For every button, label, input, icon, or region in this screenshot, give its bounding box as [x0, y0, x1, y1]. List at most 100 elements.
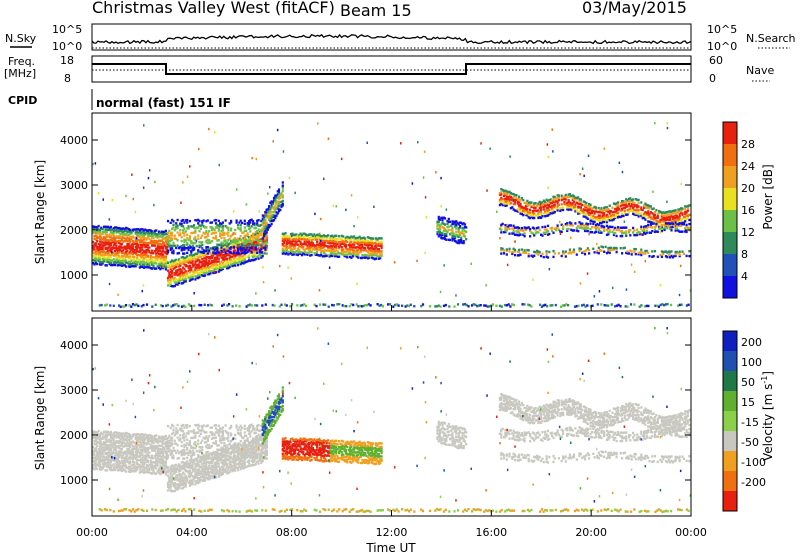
power-cell — [498, 203, 501, 207]
power-cell — [529, 201, 532, 204]
power-cell — [146, 236, 150, 239]
power-cell — [350, 252, 353, 256]
power-colorbar-swatch — [723, 122, 737, 144]
power-cell — [600, 211, 603, 214]
power-cell — [615, 228, 618, 232]
power-cell — [198, 244, 201, 247]
power-cell — [140, 256, 143, 259]
power-cell — [621, 170, 624, 174]
power-cell — [577, 212, 580, 215]
power-cell — [182, 244, 185, 247]
power-cell — [270, 211, 273, 214]
power-cell — [294, 240, 297, 243]
power-cell — [641, 251, 644, 254]
power-cell — [531, 204, 534, 208]
power-cell — [119, 305, 122, 308]
power-cell — [333, 234, 336, 238]
power-cell — [458, 225, 462, 228]
power-cell — [535, 204, 539, 207]
power-cell — [208, 230, 211, 233]
power-cell — [104, 230, 107, 233]
power-cell — [180, 260, 183, 263]
power-cell — [144, 253, 147, 256]
power-y-tick-label: 2000 — [60, 224, 88, 237]
power-cell — [194, 262, 197, 265]
power-cell — [529, 216, 532, 220]
power-cell — [354, 241, 357, 244]
power-cell — [671, 225, 674, 229]
power-cell — [175, 303, 178, 306]
power-cell — [261, 235, 264, 238]
power-cell — [641, 229, 644, 233]
power-cell — [640, 225, 643, 228]
power-cell — [247, 224, 251, 228]
velocity-cell — [137, 433, 140, 436]
velocity-cell — [160, 441, 163, 444]
power-cell — [589, 222, 592, 225]
power-cell — [208, 249, 211, 253]
power-cell — [518, 195, 521, 198]
power-cell — [245, 305, 248, 308]
power-cell — [562, 227, 565, 230]
velocity-cell — [120, 469, 123, 472]
power-cell — [123, 252, 126, 255]
velocity-cell — [115, 453, 118, 456]
power-cell — [501, 247, 504, 251]
power-cell — [98, 255, 102, 258]
power-cell — [605, 228, 609, 232]
velocity-cell — [127, 433, 130, 436]
power-cell — [565, 303, 568, 306]
power-cell — [685, 205, 688, 208]
power-cell — [534, 214, 537, 217]
power-cell — [205, 260, 208, 264]
velocity-cell — [159, 459, 162, 462]
power-cell — [505, 248, 508, 251]
power-cell — [364, 237, 367, 240]
power-cell — [619, 215, 622, 219]
power-cell — [250, 236, 253, 239]
velocity-cell — [116, 445, 119, 448]
power-cell — [268, 216, 271, 219]
power-cell — [666, 222, 669, 225]
power-cell — [173, 264, 176, 267]
power-cell — [184, 256, 187, 259]
power-cell — [137, 246, 140, 249]
velocity-cell — [144, 458, 147, 461]
power-cell — [285, 252, 288, 255]
power-cell — [555, 228, 558, 232]
power-cell — [664, 226, 668, 230]
power-cell — [601, 218, 604, 221]
velocity-cell — [146, 434, 150, 437]
velocity-cell — [127, 447, 130, 451]
power-cell — [537, 226, 540, 229]
power-cell — [223, 260, 226, 263]
power-cell — [107, 260, 110, 264]
power-cell — [669, 256, 672, 259]
power-cell — [512, 247, 515, 250]
power-cell — [126, 236, 129, 240]
power-cell — [206, 273, 209, 276]
power-cell — [329, 254, 332, 257]
power-cell — [537, 212, 540, 215]
power-cell — [615, 250, 618, 254]
power-cell — [651, 207, 654, 211]
power-cell — [608, 204, 611, 207]
velocity-cell — [126, 441, 129, 445]
power-cell — [540, 213, 543, 216]
power-cell — [608, 251, 611, 255]
power-cell — [208, 273, 211, 276]
power-cell — [664, 303, 667, 306]
power-cell — [206, 261, 209, 265]
power-cell — [574, 203, 577, 206]
power-cell — [451, 239, 454, 242]
power-heatmap — [92, 122, 692, 308]
power-cell — [151, 242, 154, 245]
power-cell — [662, 218, 665, 221]
power-cell — [234, 256, 237, 259]
power-cell — [667, 250, 670, 253]
power-cell — [451, 222, 454, 226]
velocity-cell — [156, 440, 159, 443]
power-cell — [243, 239, 246, 242]
power-cell — [208, 266, 211, 269]
